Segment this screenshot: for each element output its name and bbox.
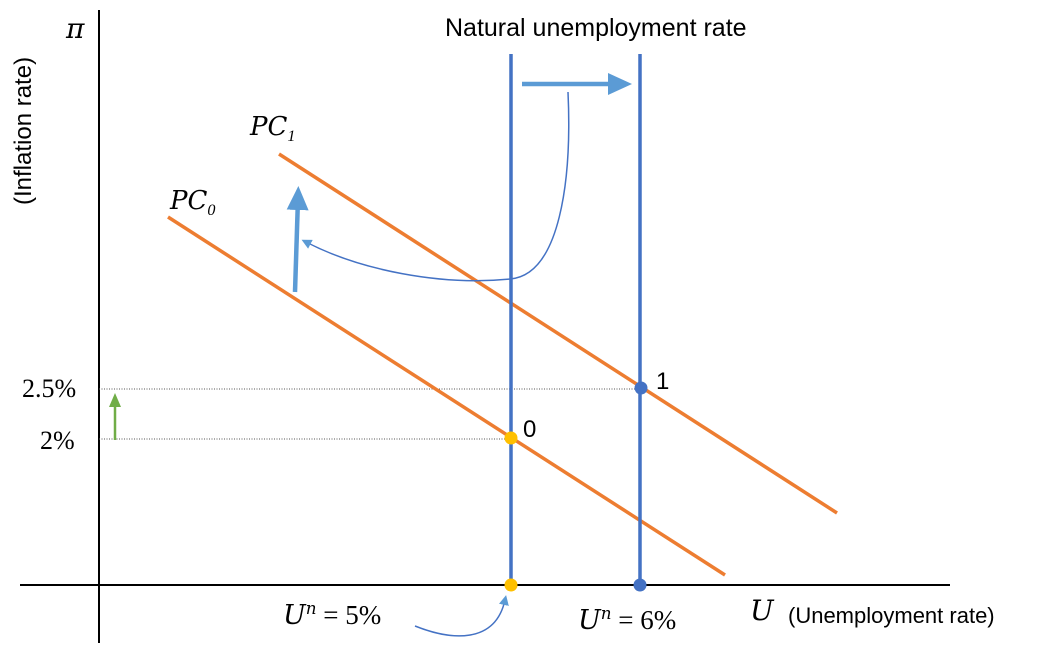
curve-label-pc1: PC1 [250,112,295,146]
phillips-curve-pc0 [167,215,726,577]
natural-rate-new-sup: n [600,603,612,623]
curve-label-pc0-base: PC [170,186,208,216]
point-label-0: 0 [523,416,537,443]
y-axis-label: (Inflation rate) [10,56,37,205]
curve-label-pc0: PC0 [170,186,215,220]
diagram-title: Natural unemployment rate [445,14,747,42]
axis-point-new-natural-rate [633,578,647,592]
natural-rate-new-value: = 6% [611,605,677,635]
curve-label-pc1-sub: 1 [287,128,296,146]
upward-shift-arrow [286,186,309,293]
y-tick-2-5-percent: 2.5% [22,374,77,403]
curve-label-pc0-sub: 0 [207,202,216,220]
point-new-equilibrium [634,381,648,395]
natural-rate-new-base: U [578,605,601,636]
natural-rate-old-base: U [283,600,306,631]
point-initial-equilibrium [504,431,518,445]
y-axis-symbol: π [66,12,85,45]
natural-rate-label-new: Un = 6% [578,603,676,636]
y-tick-2-percent: 2% [40,426,75,455]
natural-rate-old-value: = 5% [316,600,382,630]
curve-label-pc1-base: PC [250,112,288,142]
point-label-1: 1 [656,368,670,395]
natural-rate-old-sup: n [305,598,317,618]
phillips-curve-pc1 [278,152,838,515]
axis-point-old-natural-rate [504,578,518,592]
label-pointer-arrow [414,595,509,637]
x-axis-label: (Unemployment rate) [788,603,995,628]
natural-rate-label-old: Un = 5% [283,598,381,631]
x-axis-symbol: U [750,594,774,627]
curved-connector-arrow [301,91,570,282]
